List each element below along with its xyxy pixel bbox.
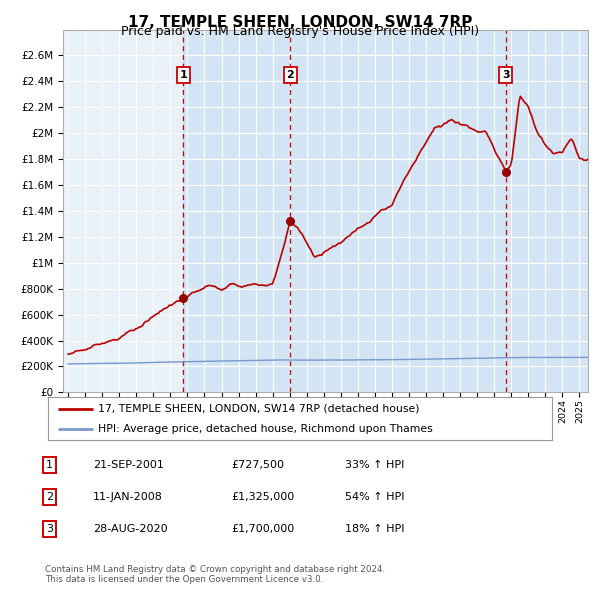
Bar — [183, 30, 290, 392]
Text: 1: 1 — [46, 460, 53, 470]
Text: 54% ↑ HPI: 54% ↑ HPI — [345, 492, 404, 502]
Text: 17, TEMPLE SHEEN, LONDON, SW14 7RP: 17, TEMPLE SHEEN, LONDON, SW14 7RP — [128, 15, 472, 30]
Text: 3: 3 — [502, 70, 509, 80]
Text: Price paid vs. HM Land Registry's House Price Index (HPI): Price paid vs. HM Land Registry's House … — [121, 25, 479, 38]
Text: 17, TEMPLE SHEEN, LONDON, SW14 7RP (detached house): 17, TEMPLE SHEEN, LONDON, SW14 7RP (deta… — [98, 404, 420, 414]
Text: 33% ↑ HPI: 33% ↑ HPI — [345, 460, 404, 470]
Text: 2: 2 — [46, 492, 53, 502]
Text: 2: 2 — [287, 70, 294, 80]
Text: £727,500: £727,500 — [231, 460, 284, 470]
Text: 18% ↑ HPI: 18% ↑ HPI — [345, 524, 404, 533]
Text: Contains HM Land Registry data © Crown copyright and database right 2024.
This d: Contains HM Land Registry data © Crown c… — [45, 565, 385, 584]
Text: £1,700,000: £1,700,000 — [231, 524, 294, 533]
Text: 3: 3 — [46, 524, 53, 533]
Text: £1,325,000: £1,325,000 — [231, 492, 294, 502]
Bar — [506, 30, 588, 392]
Text: 1: 1 — [179, 70, 187, 80]
Text: 28-AUG-2020: 28-AUG-2020 — [93, 524, 167, 533]
Text: 11-JAN-2008: 11-JAN-2008 — [93, 492, 163, 502]
Bar — [290, 30, 506, 392]
Text: HPI: Average price, detached house, Richmond upon Thames: HPI: Average price, detached house, Rich… — [98, 424, 433, 434]
Text: 21-SEP-2001: 21-SEP-2001 — [93, 460, 164, 470]
